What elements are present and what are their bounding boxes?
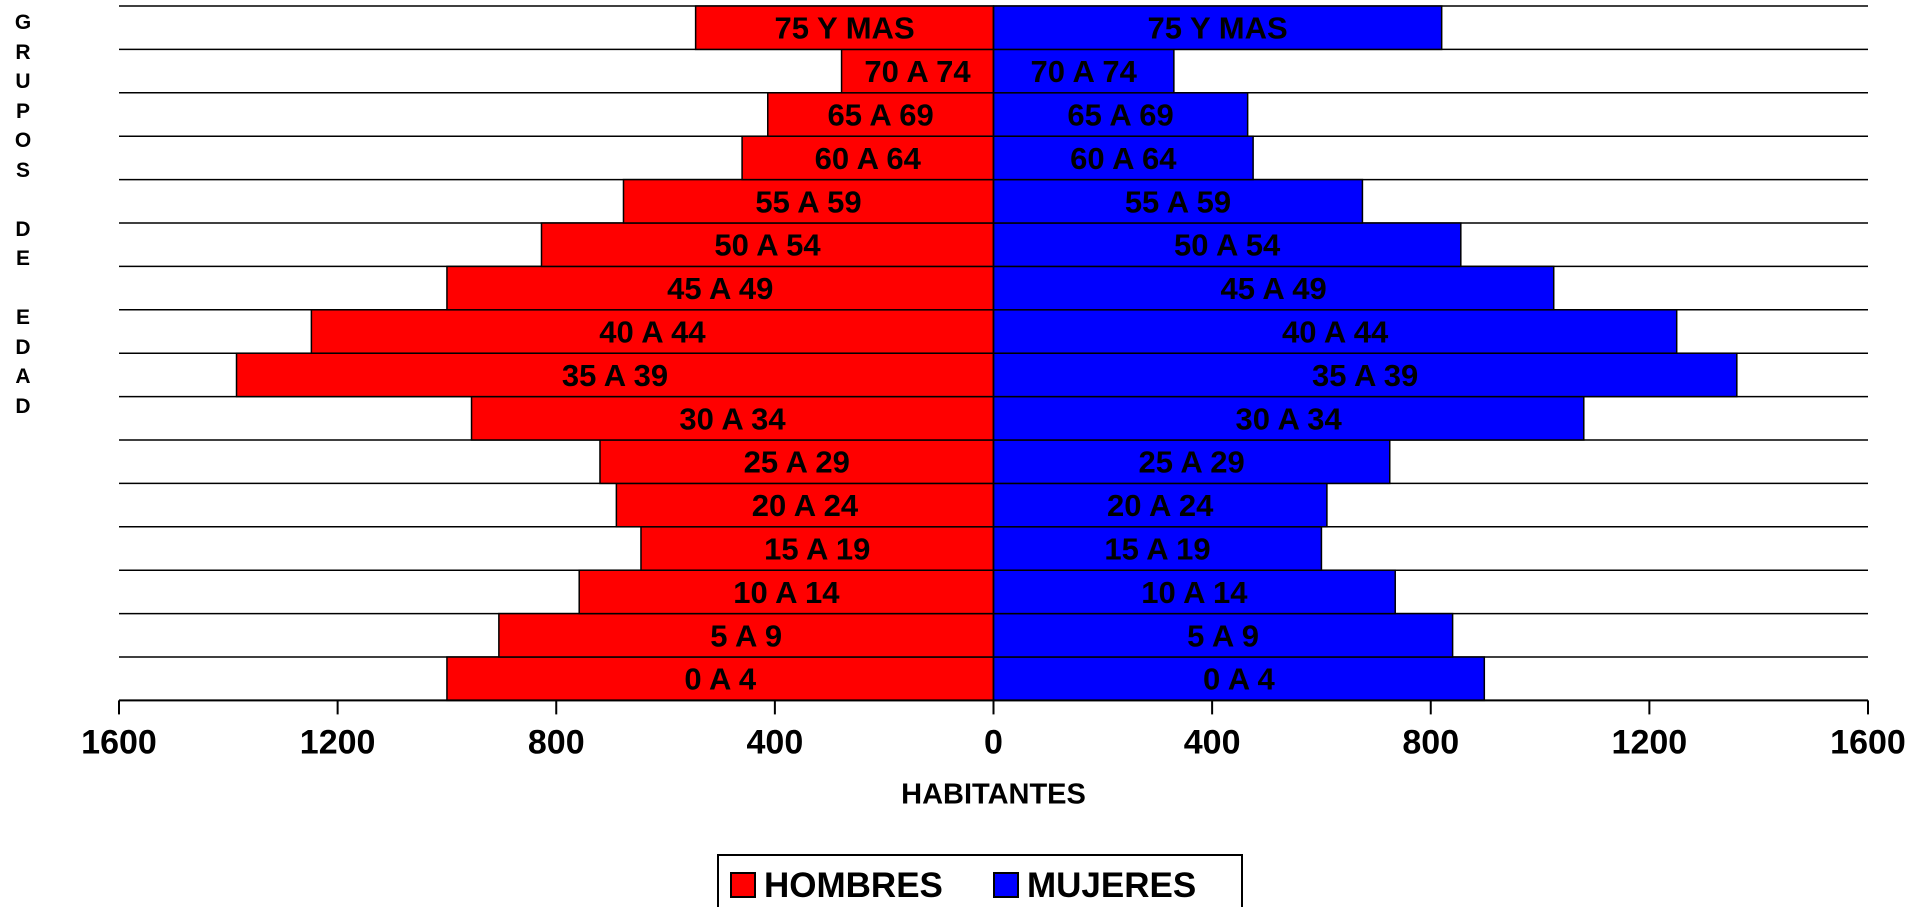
x-tick-label: 0	[984, 723, 1003, 761]
bar-label-mujeres: 35 A 39	[1312, 358, 1418, 393]
bar-label-mujeres: 50 A 54	[1174, 228, 1281, 263]
bar-mujeres	[992, 222, 1462, 268]
legend-swatch-mujeres	[993, 872, 1019, 898]
x-tick-label: 800	[528, 723, 585, 761]
bar-label-mujeres: 55 A 59	[1125, 184, 1231, 219]
bar-hombres	[540, 222, 995, 268]
bar-hombres	[498, 612, 995, 658]
bar-mujeres	[992, 482, 1328, 528]
x-tick-label: 1200	[300, 723, 376, 761]
bar-mujeres	[992, 48, 1175, 94]
bar-mujeres	[992, 92, 1249, 137]
bar-hombres	[640, 526, 995, 571]
bar-hombres	[446, 265, 995, 311]
bar-label-mujeres: 75 Y MAS	[1148, 11, 1288, 46]
bar-label-mujeres: 5 A 9	[1187, 618, 1259, 653]
bar-label-hombres: 75 Y MAS	[774, 11, 914, 46]
x-tick-label: 1600	[1830, 723, 1906, 761]
y-axis-title: G R U P O S D E E D A D	[14, 11, 32, 418]
bar-hombres	[840, 48, 995, 94]
x-axis: 1600 1200 800 400 0 400 800 1200 1600	[81, 6, 1906, 761]
bar-label-hombres: 30 A 34	[679, 401, 786, 436]
bar-hombres	[694, 5, 995, 51]
legend-label-hombres: HOMBRES	[764, 866, 943, 905]
bar-label-hombres: 45 A 49	[667, 271, 773, 306]
legend-box	[717, 854, 1243, 907]
bar-hombres	[741, 135, 995, 181]
bar-label-hombres: 35 A 39	[562, 358, 668, 393]
bar-label-mujeres: 30 A 34	[1236, 401, 1343, 436]
bar-mujeres	[992, 5, 1443, 51]
bar-label-mujeres: 60 A 64	[1070, 141, 1177, 176]
bar-label-hombres: 5 A 9	[710, 618, 782, 653]
x-tick-label: 800	[1402, 723, 1459, 761]
bar-label-mujeres: 45 A 49	[1220, 271, 1326, 306]
bar-mujeres	[992, 612, 1454, 658]
legend-label-mujeres: MUJERES	[1027, 866, 1196, 905]
bar-label-hombres: 55 A 59	[755, 184, 861, 219]
bar-mujeres	[992, 439, 1391, 485]
bars	[235, 5, 1738, 702]
bar-label-hombres: 25 A 29	[744, 445, 850, 480]
bar-hombres	[578, 569, 995, 615]
bar-label-hombres: 20 A 24	[752, 488, 859, 523]
bar-label-hombres: 40 A 44	[599, 315, 706, 350]
bar-hombres	[767, 92, 995, 137]
x-tick-label: 1600	[81, 723, 157, 761]
bar-label-hombres: 0 A 4	[684, 662, 757, 697]
bar-labels: 0 A 4 0 A 4 5 A 9 5 A 9 10 A 14 10 A 14 15 A 1…	[562, 11, 1418, 697]
bar-label-mujeres: 65 A 69	[1067, 98, 1173, 133]
bar-label-hombres: 50 A 54	[714, 228, 821, 263]
bar-label-hombres: 60 A 64	[815, 141, 922, 176]
x-tick-label: 400	[1184, 723, 1241, 761]
bar-label-mujeres: 40 A 44	[1282, 315, 1389, 350]
bar-label-hombres: 65 A 69	[827, 98, 933, 133]
bar-mujeres	[992, 395, 1585, 441]
bar-hombres	[615, 482, 995, 528]
bar-hombres	[310, 309, 995, 354]
x-axis-title: HABITANTES	[901, 778, 1086, 810]
bar-label-mujeres: 0 A 4	[1203, 662, 1276, 697]
bar-label-hombres: 15 A 19	[764, 532, 870, 567]
bar-mujeres	[992, 569, 1396, 615]
bar-label-hombres: 70 A 74	[864, 54, 971, 89]
bar-label-mujeres: 20 A 24	[1107, 488, 1214, 523]
bar-label-mujeres: 70 A 74	[1031, 54, 1138, 89]
bar-hombres	[470, 395, 995, 441]
legend: HOMBRES MUJERES	[717, 854, 1243, 907]
x-tick-label: 400	[747, 723, 804, 761]
bar-mujeres	[992, 352, 1738, 398]
legend-swatch-hombres	[730, 872, 756, 898]
bar-label-mujeres: 10 A 14	[1141, 575, 1248, 610]
x-tick-label: 1200	[1612, 723, 1688, 761]
bar-hombres	[622, 178, 995, 224]
bar-label-mujeres: 25 A 29	[1138, 445, 1244, 480]
bar-label-hombres: 10 A 14	[733, 575, 840, 610]
bar-label-mujeres: 15 A 19	[1104, 532, 1210, 567]
bar-mujeres	[992, 309, 1678, 354]
